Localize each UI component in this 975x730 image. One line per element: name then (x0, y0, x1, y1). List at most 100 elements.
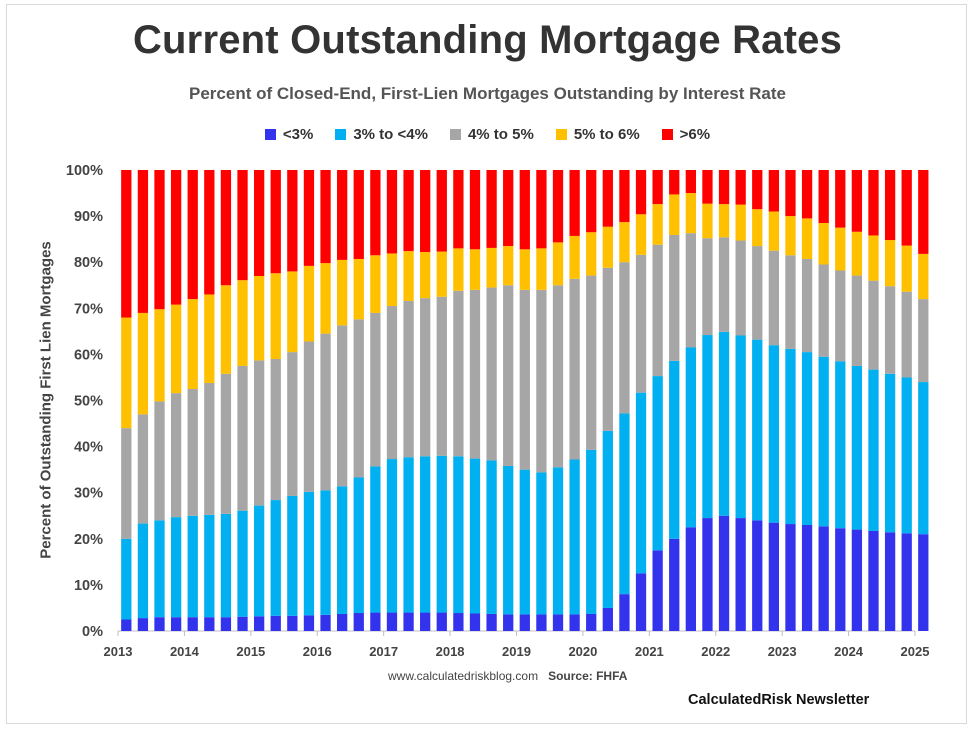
bar-segment-4-to-5 (386, 306, 398, 460)
bar-segment-3-to-4 (303, 491, 315, 616)
bar-segment-below-3 (918, 534, 929, 631)
bar-segment-3-to-4 (718, 331, 730, 516)
bar-segment-above-6 (353, 170, 364, 259)
bar-segment-3-to-4 (436, 455, 447, 613)
legend-item-above-6: >6% (661, 126, 711, 143)
bar-segment-below-3 (187, 617, 198, 631)
bar-segment-below-3 (453, 613, 464, 631)
bar-segment-4-to-5 (752, 246, 763, 340)
bar-segment-3-to-4 (569, 459, 580, 615)
legend-item-4-to-5: 4% to 5% (449, 126, 534, 143)
x-tick-label: 2024 (834, 644, 864, 659)
bar-segment-5-to-6 (237, 280, 248, 366)
bar-segment-4-to-5 (170, 393, 182, 518)
bar-segment-3-to-4 (652, 376, 663, 551)
bar-segment-above-6 (835, 170, 846, 228)
bar-segment-5-to-6 (835, 227, 846, 271)
bar-segment-5-to-6 (536, 248, 547, 290)
bar-segment-3-to-4 (868, 369, 879, 531)
bar-segment-4-to-5 (918, 299, 929, 383)
bar-segment-below-3 (619, 594, 630, 631)
bar-segment-4-to-5 (154, 401, 165, 521)
bar-segment-below-3 (586, 613, 597, 631)
bar-segment-4-to-5 (652, 244, 663, 377)
bar-segment-above-6 (253, 170, 265, 277)
bar-segment-4-to-5 (718, 237, 730, 332)
bar-segment-3-to-4 (353, 477, 364, 614)
bar-segment-3-to-4 (137, 523, 149, 619)
bar-segment-3-to-4 (735, 335, 746, 519)
bar-segment-4-to-5 (237, 365, 248, 511)
bar-segment-below-3 (868, 530, 879, 631)
bar-segment-3-to-4 (619, 413, 630, 595)
bar-segment-below-3 (652, 550, 663, 631)
bar-segment-5-to-6 (303, 265, 315, 342)
y-tick-label: 20% (74, 532, 103, 548)
bar-segment-below-3 (884, 532, 896, 631)
x-tick-label: 2013 (104, 644, 133, 659)
x-tick-label: 2019 (502, 644, 531, 659)
bar-segment-3-to-4 (503, 465, 514, 615)
bar-segment-5-to-6 (270, 273, 281, 360)
bar-segment-above-6 (552, 170, 564, 243)
bar-segment-3-to-4 (170, 517, 182, 618)
bar-segment-below-3 (253, 616, 265, 631)
bar-segment-3-to-4 (901, 377, 912, 534)
bar-segment-below-3 (569, 614, 580, 631)
bar-segment-above-6 (586, 170, 597, 233)
bar-segment-5-to-6 (353, 258, 364, 320)
legend-label: >6% (679, 126, 711, 143)
credit-line: www.calculatedriskblog.com Source: FHFA (388, 669, 627, 683)
bar-segment-3-to-4 (270, 500, 281, 616)
chart-subtitle: Percent of Closed-End, First-Lien Mortga… (189, 84, 786, 103)
bar-segment-4-to-5 (702, 238, 713, 336)
bar-segment-below-3 (552, 614, 564, 631)
bar-segment-below-3 (220, 617, 232, 631)
bar-segment-4-to-5 (635, 254, 647, 393)
bar-segment-below-3 (536, 614, 547, 631)
bar-segment-above-6 (851, 170, 863, 232)
bar-segment-below-3 (835, 528, 846, 631)
bar-segment-above-6 (884, 170, 896, 241)
bar-segment-above-6 (287, 170, 298, 272)
bar-segment-3-to-4 (320, 490, 331, 615)
bar-segment-below-3 (635, 573, 647, 632)
bar-segment-below-3 (702, 518, 713, 631)
bar-segment-4-to-5 (735, 240, 746, 336)
bar-segment-3-to-4 (685, 347, 696, 528)
bar-segment-below-3 (170, 617, 182, 631)
y-tick-label: 40% (74, 440, 103, 456)
bar-segment-above-6 (370, 170, 381, 256)
bar-segment-4-to-5 (619, 262, 630, 414)
bar-segment-above-6 (735, 170, 746, 205)
bar-segment-5-to-6 (669, 194, 680, 235)
bar-segment-4-to-5 (669, 235, 680, 361)
bar-segment-3-to-4 (337, 486, 348, 614)
bar-segment-4-to-5 (320, 333, 331, 491)
bar-segment-5-to-6 (918, 253, 929, 300)
bar-segment-below-3 (204, 617, 215, 631)
bar-segment-above-6 (519, 170, 530, 250)
legend-item-5-to-6: 5% to 6% (555, 126, 640, 143)
bar-segment-3-to-4 (635, 392, 647, 574)
bar-segment-above-6 (337, 170, 348, 260)
bar-segment-5-to-6 (752, 209, 763, 247)
bar-segment-5-to-6 (884, 240, 896, 287)
bar-segment-5-to-6 (503, 246, 514, 286)
bar-segment-5-to-6 (386, 253, 398, 306)
bar-segment-above-6 (237, 170, 248, 281)
bar-segment-5-to-6 (901, 245, 912, 292)
bar-segment-above-6 (170, 170, 182, 305)
bar-segment-above-6 (702, 170, 713, 204)
x-tick-label: 2025 (901, 644, 930, 659)
bar-segment-4-to-5 (519, 289, 530, 470)
bar-segment-above-6 (220, 170, 232, 286)
bar-segment-4-to-5 (835, 270, 846, 362)
bar-segment-above-6 (635, 170, 647, 215)
bar-segment-5-to-6 (785, 216, 796, 256)
bar-segment-below-3 (602, 607, 613, 631)
y-tick-label: 100% (66, 163, 103, 179)
bar-segment-5-to-6 (768, 211, 780, 251)
bar-segment-above-6 (752, 170, 763, 210)
